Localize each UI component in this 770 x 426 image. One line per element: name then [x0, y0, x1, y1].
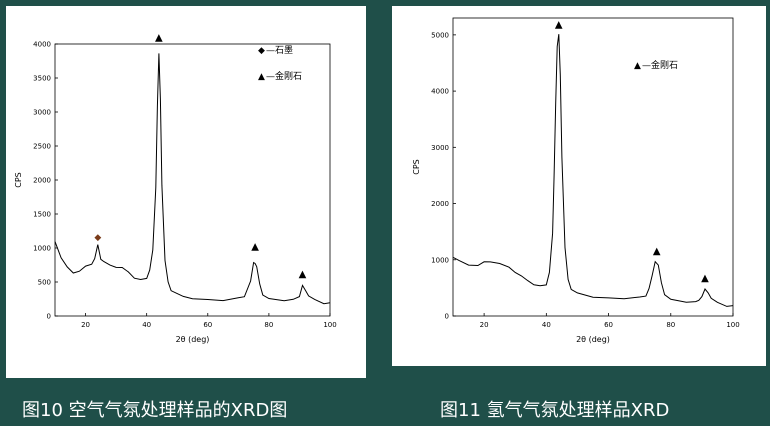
diamond-peak-marker: ▲	[701, 273, 709, 284]
x-axis-label: 2θ (deg)	[576, 335, 610, 344]
y-tick-label: 5000	[431, 31, 449, 39]
x-tick-label: 80	[666, 321, 675, 329]
y-tick-label: 500	[38, 279, 51, 287]
y-tick-label: 2000	[33, 177, 51, 185]
y-tick-label: 3000	[33, 109, 51, 117]
plot-frame	[54, 43, 331, 317]
y-tick-label: 2500	[33, 143, 51, 151]
x-tick-label: 80	[264, 321, 273, 329]
diamond-peak-marker: ▲	[155, 33, 163, 44]
diamond-peak-marker: ▲	[653, 246, 661, 257]
chart-panel-air: 20 40 60 80 100 0 500 1000 1500 2000 2500 3000 3500 4…	[6, 6, 366, 378]
caption-figure-10: 图10 空气气氛处理样品的XRD图	[22, 400, 288, 421]
x-tick-label: 60	[203, 321, 212, 329]
x-axis-label: 2θ (deg)	[176, 335, 210, 344]
y-tick-label: 1000	[431, 256, 449, 264]
y-tick-label: 0	[445, 313, 449, 321]
chart-panel-hydrogen: 20 40 60 80 100 0 1000 2000 3000 4000 5000 2θ (deg)…	[392, 6, 766, 366]
xrd-series-line	[54, 53, 331, 305]
legend-label: —金刚石	[642, 59, 678, 71]
x-tick-label: 20	[81, 321, 90, 329]
legend-symbol: ▲	[634, 61, 641, 71]
y-tick-label: 0	[47, 313, 51, 321]
plot-frame	[452, 17, 734, 317]
diamond-peak-marker: ▲	[555, 20, 563, 31]
diamond-peak-marker: ▲	[299, 269, 307, 280]
x-tick-label: 40	[542, 321, 551, 329]
y-tick-label: 1500	[33, 211, 51, 219]
y-tick-label: 1000	[33, 245, 51, 253]
legend-label: —石墨	[266, 45, 293, 56]
xrd-series-line	[452, 34, 734, 307]
y-tick-label: 2000	[431, 200, 449, 208]
y-axis-label: CPS	[412, 159, 421, 175]
x-tick-label: 100	[323, 321, 336, 329]
x-tick-label: 100	[726, 321, 739, 329]
xrd-chart-air: 20 40 60 80 10005001000150020002500300035004…	[14, 33, 337, 344]
diamond-peak-marker: ▲	[251, 241, 259, 252]
x-tick-label: 40	[142, 321, 151, 329]
y-tick-label: 3500	[33, 75, 51, 83]
graphite-peak-marker: ◆	[94, 233, 101, 243]
x-tick-label: 60	[604, 321, 613, 329]
y-tick-label: 3000	[431, 144, 449, 152]
y-tick-label: 4000	[33, 41, 51, 49]
y-tick-label: 4000	[431, 88, 449, 96]
x-tick-label: 20	[480, 321, 489, 329]
legend-symbol: ◆	[258, 46, 265, 56]
legend-label: —金刚石	[266, 70, 302, 82]
caption-figure-11: 图11 氢气气氛处理样品XRD	[440, 400, 670, 421]
legend-symbol: ▲	[258, 72, 265, 82]
y-axis-label: CPS	[14, 172, 23, 188]
